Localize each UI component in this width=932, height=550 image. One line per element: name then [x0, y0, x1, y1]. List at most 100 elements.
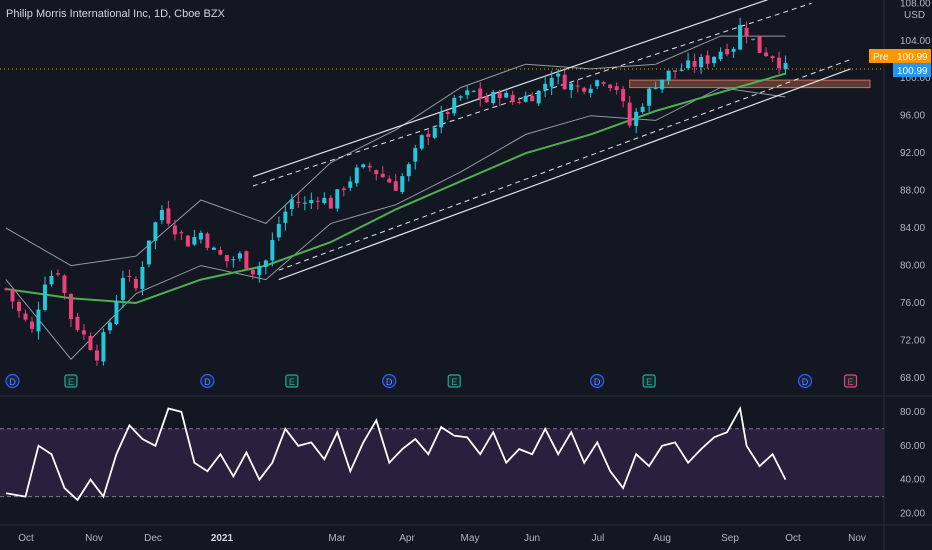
candle-body	[640, 106, 645, 112]
candle-body	[556, 73, 561, 77]
candle-body	[744, 27, 749, 37]
candle-body	[484, 96, 489, 103]
candle-body	[283, 211, 288, 223]
candle-body	[341, 188, 346, 191]
candle-body	[582, 87, 587, 92]
dividend-event-icon	[382, 373, 397, 389]
candle-body	[276, 223, 281, 238]
event-label: E	[848, 377, 854, 387]
candle-body	[497, 92, 502, 99]
candle-body	[770, 56, 775, 59]
candle-body	[335, 189, 340, 209]
candle-body	[172, 225, 177, 235]
candle-body	[783, 63, 788, 70]
earnings-event-icon	[285, 374, 299, 388]
candle-body	[250, 269, 255, 275]
candle-body	[491, 91, 496, 104]
candle-body	[731, 48, 736, 52]
candle-body	[81, 330, 86, 335]
candle-body	[62, 275, 67, 294]
candle-body	[588, 88, 593, 94]
candle-body	[374, 170, 379, 175]
candle-body	[140, 266, 145, 289]
earnings-event-icon	[447, 374, 461, 388]
upper-band-line	[5, 35, 786, 267]
candle-body	[510, 94, 515, 103]
candle-body	[692, 61, 697, 67]
candle-body	[686, 60, 691, 69]
pre-badge-value-bg	[893, 48, 931, 63]
candle-body	[75, 316, 80, 330]
candle-body	[634, 111, 639, 126]
x-tick-label: Mar	[328, 533, 346, 544]
candle-body	[549, 77, 554, 87]
rsi-line	[5, 405, 787, 502]
candle-body	[257, 266, 262, 276]
candle-body	[244, 251, 249, 269]
y-tick-label: 76.00	[900, 298, 925, 309]
candle-body	[569, 83, 574, 90]
candle-body	[647, 88, 652, 106]
candle-body	[114, 301, 119, 325]
candle-body	[666, 70, 671, 81]
candle-body	[699, 57, 704, 68]
y-tick-label: 88.00	[900, 186, 925, 197]
candle-body	[101, 332, 106, 362]
y-tick-label: 80.00	[900, 261, 925, 272]
x-tick-label: Dec	[144, 533, 162, 544]
candle-body	[127, 275, 132, 277]
rsi-tick-label: 80.00	[900, 407, 925, 418]
candle-body	[198, 232, 203, 240]
candle-body	[452, 97, 457, 114]
candle-body	[751, 38, 756, 40]
channel-upper-line	[252, 0, 769, 178]
candle-body	[614, 86, 619, 91]
candle-body	[296, 201, 301, 204]
candle-body	[153, 222, 158, 241]
candle-body	[263, 260, 268, 267]
candle-body	[270, 240, 275, 261]
candle-body	[88, 336, 93, 350]
candle-body	[4, 288, 8, 290]
candle-body	[133, 279, 138, 289]
event-label: D	[386, 377, 393, 387]
candle-body	[705, 55, 710, 64]
lower-band-line	[5, 87, 786, 360]
channel-lower-dashed-line	[278, 59, 851, 271]
candle-body	[231, 259, 236, 261]
currency-label: USD	[904, 10, 925, 21]
event-label: D	[204, 377, 211, 387]
x-tick-label: Nov	[848, 533, 866, 544]
y-tick-label: 92.00	[900, 148, 925, 159]
candle-body	[608, 84, 613, 89]
event-label: E	[68, 377, 74, 387]
candle-body	[478, 88, 483, 99]
rsi-tick-label: 20.00	[900, 509, 925, 520]
pre-badge-value: 100.99	[897, 52, 928, 63]
pre-badge-label-bg	[869, 48, 893, 63]
earnings-event-icon	[64, 374, 78, 388]
candle-body	[757, 35, 762, 53]
candle-body	[595, 80, 600, 87]
moving-average-line	[5, 72, 786, 305]
candle-body	[725, 49, 730, 55]
candle-body	[621, 89, 626, 102]
channel-lower-line	[278, 68, 851, 281]
candle-body	[471, 90, 476, 92]
candle-body	[367, 165, 372, 168]
event-label: E	[451, 377, 457, 387]
dividend-event-icon	[5, 373, 20, 389]
candle-body	[205, 233, 210, 248]
x-tick-label: Aug	[653, 533, 671, 544]
event-label: D	[594, 377, 601, 387]
candle-body	[601, 82, 606, 84]
candle-body	[387, 178, 392, 183]
candle-body	[23, 313, 28, 320]
candle-body	[543, 83, 548, 90]
candle-body	[679, 69, 684, 71]
candle-body	[309, 199, 314, 204]
rsi-tick-label: 60.00	[900, 441, 925, 452]
candle-body	[107, 322, 112, 331]
candle-body	[419, 135, 424, 149]
